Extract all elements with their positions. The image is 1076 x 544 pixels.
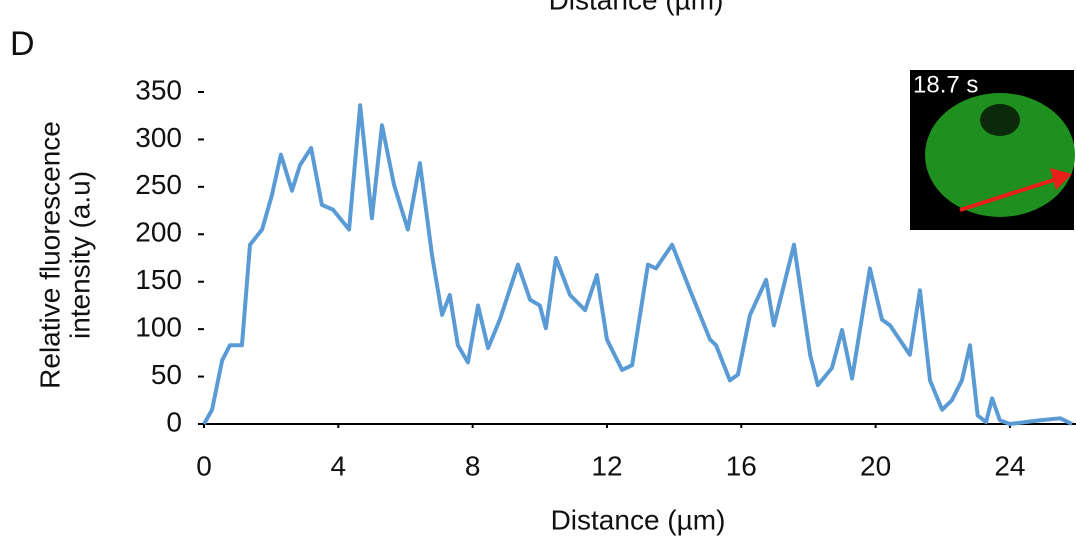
- y-tick-label: 150: [135, 264, 182, 295]
- x-tick-label: 20: [860, 450, 891, 481]
- y-tick-label: 200: [135, 217, 182, 248]
- y-tick-label: 50: [151, 359, 182, 390]
- arrow-head: [1050, 168, 1072, 190]
- panel-label: D: [10, 25, 35, 63]
- y-axis-label: Relative fluorescence: [34, 121, 65, 389]
- arrow-line: [959, 176, 1061, 212]
- y-tick-label: 100: [135, 312, 182, 343]
- y-tick-label: 300: [135, 122, 182, 153]
- y-tick-label: 250: [135, 169, 182, 200]
- y-tick-label: 350: [135, 74, 182, 105]
- inset-image: 18.7 s: [910, 70, 1075, 230]
- x-tick-label: 24: [994, 450, 1025, 481]
- nucleus: [980, 104, 1020, 136]
- y-axis-label: intensity (a.u): [64, 171, 95, 339]
- x-tick-label: 8: [465, 450, 481, 481]
- data-line: [202, 103, 1073, 426]
- x-tick-label: 12: [591, 450, 622, 481]
- x-tick-label: 16: [726, 450, 757, 481]
- x-tick-label: 0: [196, 450, 212, 481]
- inset-label: 18.7 s: [913, 71, 978, 98]
- previous-x-label: Distance (µm): [549, 0, 724, 15]
- y-tick-label: 0: [166, 406, 182, 437]
- x-tick-label: 4: [331, 450, 347, 481]
- x-axis-label: Distance (µm): [551, 504, 726, 535]
